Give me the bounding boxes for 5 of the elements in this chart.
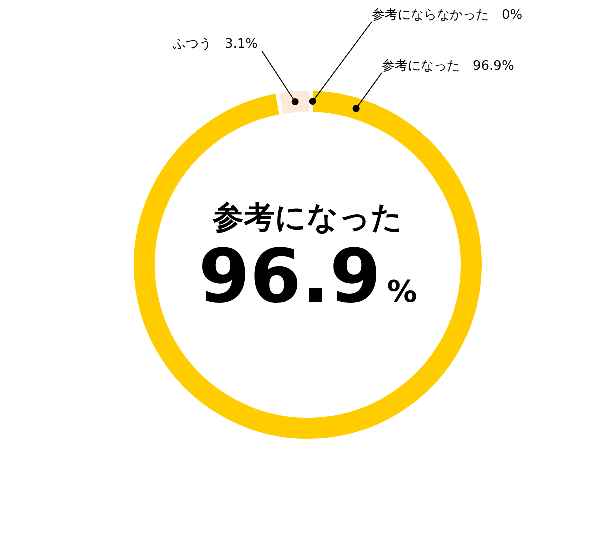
slice-label: 参考になった [212,200,403,236]
data-label: 96.9% [198,234,418,320]
category-label: 参考になった 96.9% [382,59,514,74]
category-label: 参考にならなかった 0% [372,8,523,23]
slice-label: ふつう 3.1% [172,37,258,52]
